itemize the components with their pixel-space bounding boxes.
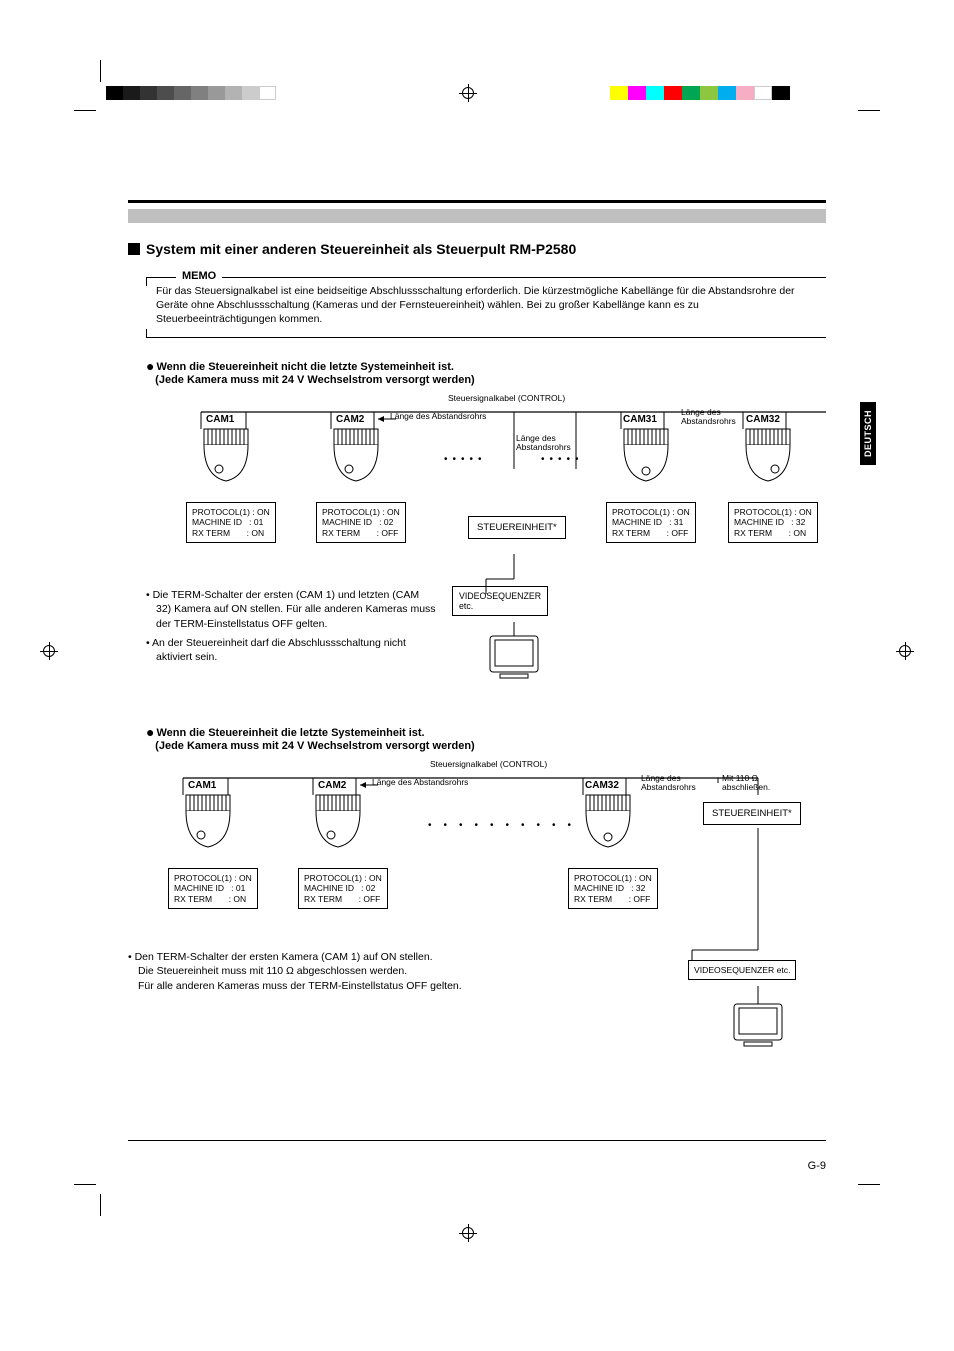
protocol-box: PROTOCOL(1) : ON MACHINE ID : 01 RX TERM… xyxy=(186,502,276,544)
cam-label: CAM1 xyxy=(206,414,234,425)
stub-label: Länge des Abstandsrohrs xyxy=(372,778,468,787)
cam-label: CAM31 xyxy=(623,414,657,425)
ellipsis-icon: ••••• xyxy=(444,454,487,465)
notes-list: • Den TERM-Schalter der ersten Kamera (C… xyxy=(128,950,548,998)
camera-icon xyxy=(616,426,676,488)
note-item: • Den TERM-Schalter der ersten Kamera (C… xyxy=(128,950,548,994)
language-tab: DEUTSCH xyxy=(860,402,876,465)
section-title-text: System mit einer anderen Steuereinheit a… xyxy=(146,241,576,257)
crop-mark xyxy=(74,110,96,111)
page-content: System mit einer anderen Steuereinheit a… xyxy=(128,200,826,1080)
stub-label: Länge des Abstandsrohrs xyxy=(681,408,736,427)
bullet-icon: ● xyxy=(146,358,154,374)
heading-line1: Wenn die Steuereinheit die letzte System… xyxy=(156,727,424,739)
scenario2-heading: ●Wenn die Steuereinheit die letzte Syste… xyxy=(146,724,826,752)
registration-mark xyxy=(459,84,477,102)
protocol-box: PROTOCOL(1) : ON MACHINE ID : 01 RX TERM… xyxy=(168,868,258,910)
color-bar xyxy=(610,86,790,100)
camera-icon xyxy=(196,426,256,488)
monitor-icon xyxy=(730,1002,786,1050)
camera-icon xyxy=(326,426,386,488)
cam-label: CAM2 xyxy=(336,414,364,425)
diagram-1: Steuersignalkabel (CONTROL) xyxy=(146,394,826,694)
controller-box: STEUEREINHEIT* xyxy=(468,516,566,539)
bullet-icon: ● xyxy=(146,724,154,740)
memo-text: Für das Steuersignalkabel ist eine beids… xyxy=(146,278,826,337)
diagram-2: Steuersignalkabel (CONTROL) Länge des Ab… xyxy=(128,760,826,1080)
sequencer-box: VIDEOSEQUENZER etc. xyxy=(452,586,548,616)
crop-mark xyxy=(100,60,101,82)
terminate-label: Mit 110 Ω abschließen. xyxy=(722,774,782,793)
note-item: • An der Steuereinheit darf die Abschlus… xyxy=(146,636,436,665)
cam-label: CAM2 xyxy=(318,780,346,791)
protocol-box: PROTOCOL(1) : ON MACHINE ID : 02 RX TERM… xyxy=(298,868,388,910)
registration-mark xyxy=(459,1224,477,1242)
camera-icon xyxy=(738,426,798,488)
monitor-icon xyxy=(486,634,542,682)
rule-gray xyxy=(128,209,826,223)
cam-label: CAM32 xyxy=(585,780,619,791)
page-number: G-9 xyxy=(808,1160,826,1172)
protocol-box: PROTOCOL(1) : ON MACHINE ID : 32 RX TERM… xyxy=(568,868,658,910)
protocol-box: PROTOCOL(1) : ON MACHINE ID : 31 RX TERM… xyxy=(606,502,696,544)
grayscale-bar xyxy=(106,86,276,100)
camera-icon xyxy=(308,792,368,854)
memo-box: MEMO Für das Steuersignalkabel ist eine … xyxy=(146,277,826,338)
notes-list: • Die TERM-Schalter der ersten (CAM 1) u… xyxy=(146,588,436,669)
section-title: System mit einer anderen Steuereinheit a… xyxy=(128,241,826,257)
controller-box: STEUEREINHEIT* xyxy=(703,802,801,825)
sequencer-box: VIDEOSEQUENZER etc. xyxy=(688,960,796,980)
protocol-box: PROTOCOL(1) : ON MACHINE ID : 02 RX TERM… xyxy=(316,502,406,544)
registration-mark xyxy=(896,642,914,660)
cam-label: CAM32 xyxy=(746,414,780,425)
print-marks-top xyxy=(0,86,954,116)
camera-icon xyxy=(578,792,638,854)
ellipsis-icon: ••••• xyxy=(541,454,584,465)
print-marks-bottom xyxy=(0,1218,954,1248)
square-bullet-icon xyxy=(128,243,140,255)
crop-mark xyxy=(858,110,880,111)
camera-icon xyxy=(178,792,238,854)
protocol-box: PROTOCOL(1) : ON MACHINE ID : 32 RX TERM… xyxy=(728,502,818,544)
rule-footer xyxy=(128,1140,826,1141)
stub-label: Länge des Abstandsrohrs xyxy=(516,434,571,453)
crop-mark xyxy=(74,1184,96,1185)
crop-mark xyxy=(858,1184,880,1185)
heading-line2: (Jede Kamera muss mit 24 V Wechselstrom … xyxy=(155,740,475,752)
ellipsis-icon: •••••••••• xyxy=(428,820,583,831)
heading-line2: (Jede Kamera muss mit 24 V Wechselstrom … xyxy=(155,374,475,386)
heading-line1: Wenn die Steuereinheit nicht die letzte … xyxy=(156,361,453,373)
rule-thick xyxy=(128,200,826,203)
stub-label: Länge des Abstandsrohrs xyxy=(641,774,696,793)
note-item: • Die TERM-Schalter der ersten (CAM 1) u… xyxy=(146,588,436,632)
crop-mark xyxy=(100,1194,101,1216)
stub-label: Länge des Abstandsrohrs xyxy=(390,412,486,421)
memo-label: MEMO xyxy=(176,270,222,282)
registration-mark xyxy=(40,642,58,660)
scenario1-heading: ●Wenn die Steuereinheit nicht die letzte… xyxy=(146,358,826,386)
cam-label: CAM1 xyxy=(188,780,216,791)
